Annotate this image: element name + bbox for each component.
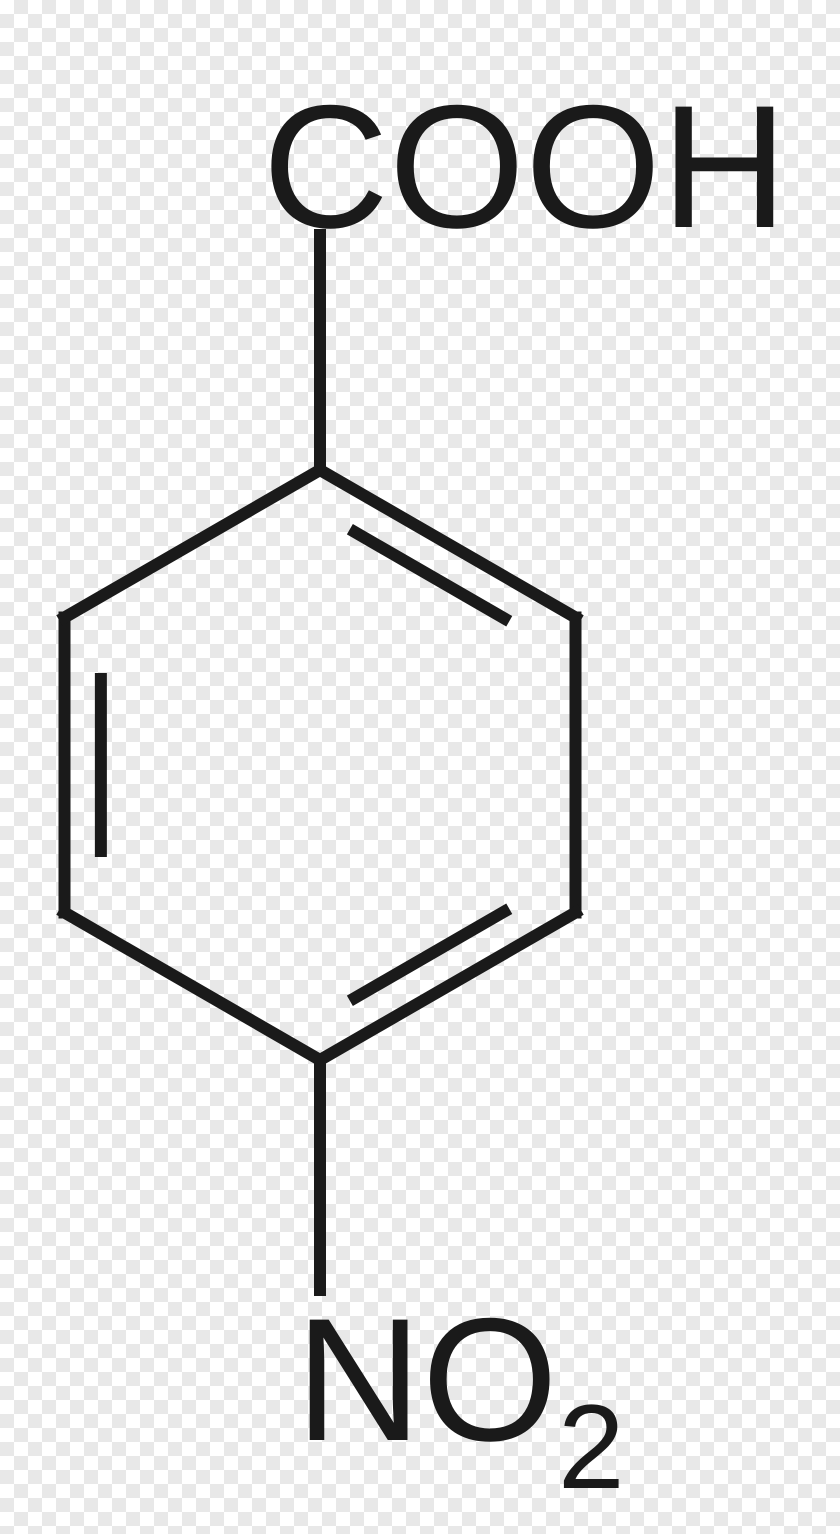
cooh-label: COOH (263, 70, 788, 265)
no2-label: NO2 (295, 1283, 624, 1514)
bond-group (65, 235, 576, 1290)
molecule-diagram: COOH NO2 (0, 0, 840, 1534)
